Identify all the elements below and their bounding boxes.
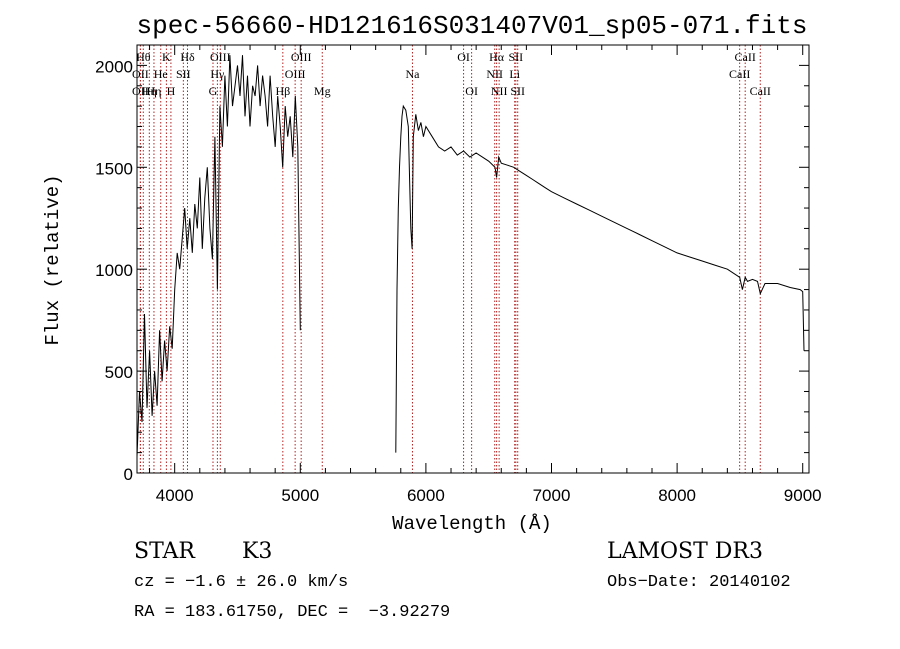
x-tick-label-3: 7000 — [533, 486, 571, 505]
y-tick-label-0: 0 — [124, 465, 133, 484]
line-label-15: OIII — [291, 50, 312, 64]
line-label-11: Hγ — [210, 67, 225, 81]
obs-date-text: Obs−Date: 20140102 — [607, 573, 791, 592]
line-label-5: He — [154, 67, 168, 81]
line-label-14: OIII — [285, 67, 306, 81]
x-tick-label-5: 9000 — [784, 486, 822, 505]
line-label-16: Mg — [314, 84, 331, 98]
line-label-1: OII — [132, 67, 149, 81]
line-label-23: Li — [509, 67, 520, 81]
plot-frame — [136, 44, 810, 474]
object-subclass: K3 — [242, 539, 273, 564]
y-tick-label-4: 2000 — [95, 57, 133, 76]
chart-title: spec-56660-HD121616S031407V01_sp05-071.f… — [137, 11, 808, 41]
redshift-text: cz = −1.6 ± 26.0 km/s — [134, 573, 349, 592]
x-tick-label-2: 6000 — [407, 486, 445, 505]
line-label-4: Hη — [146, 84, 161, 98]
spectrum-series-line — [136, 55, 805, 457]
line-label-12: OIII — [210, 50, 231, 64]
line-label-2: OII — [132, 84, 149, 98]
x-axis-label: Wavelength (Å) — [392, 513, 552, 535]
line-label-21: Hα — [489, 50, 505, 64]
line-label-0: Hθ — [136, 50, 151, 64]
line-label-6: K — [162, 50, 171, 64]
y-tick-label-2: 1000 — [95, 261, 133, 280]
axis-ticks — [137, 44, 809, 473]
line-label-9: Hδ — [180, 50, 195, 64]
line-label-26: CaII — [729, 67, 750, 81]
line-label-28: CaII — [750, 84, 771, 98]
emission-line-labels: HθOIIOIIHηHηHeKHSIIHδGHγOIIIHβOIIIOIIIMg… — [132, 50, 771, 98]
line-label-7: H — [167, 84, 176, 98]
emission-line-markers — [139, 45, 761, 473]
x-tick-label-0: 4000 — [156, 486, 194, 505]
x-tick-label-1: 5000 — [281, 486, 319, 505]
line-label-18: OI — [457, 50, 470, 64]
line-label-19: OI — [465, 84, 478, 98]
line-label-8: SII — [176, 67, 191, 81]
line-label-3: Hη — [142, 84, 157, 98]
line-label-13: Hβ — [275, 84, 290, 98]
survey-name: LAMOST DR3 — [607, 539, 763, 564]
axis-tick-labels: 4000 5000 6000 7000 8000 9000 0 500 1000 1500 2000 — [95, 57, 821, 505]
x-tick-label-4: 8000 — [658, 486, 696, 505]
line-label-20: NII — [486, 67, 503, 81]
y-tick-label-3: 1500 — [95, 159, 133, 178]
object-class: STAR — [134, 539, 195, 564]
y-axis-label: Flux (relative) — [42, 174, 64, 345]
coordinates-text: RA = 183.61750, DEC = −3.92279 — [134, 603, 451, 622]
line-label-27: CaII — [735, 50, 756, 64]
y-tick-label-1: 500 — [105, 363, 133, 382]
line-label-17: Na — [405, 67, 420, 81]
line-label-25: SII — [510, 84, 525, 98]
line-label-24: SII — [508, 50, 523, 64]
line-label-10: G — [209, 84, 218, 98]
line-label-22: NII — [491, 84, 508, 98]
